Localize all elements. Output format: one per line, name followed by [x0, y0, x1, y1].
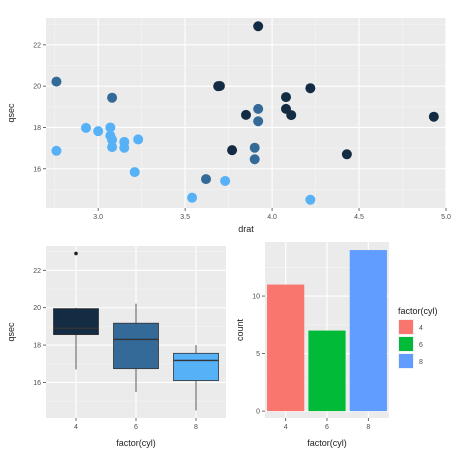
scatter-point: [214, 80, 225, 91]
scatter-x-tick-label: 4.0: [267, 214, 277, 221]
scatter-y-tick-label: 20: [33, 84, 41, 91]
scatter-point: [286, 110, 297, 121]
boxplot-y-tick-label: 16: [33, 380, 41, 387]
bar-y-tick-label: 0: [256, 409, 260, 416]
scatter-point: [93, 126, 104, 137]
boxplot-boxes: [53, 251, 219, 411]
scatter-point: [51, 145, 62, 156]
scatter-y-axis-label: qsec: [6, 103, 16, 123]
bar-4: [267, 284, 305, 412]
scatter-point: [253, 116, 264, 127]
bar-y-tick-label: 10: [252, 294, 260, 301]
boxplot-x-tick-label: 4: [74, 424, 78, 431]
bar-x-axis-label: factor(cyl): [307, 438, 347, 448]
box-outlier: [74, 251, 78, 256]
boxplot-panel: 4 6 8 16 18 20 22 factor(cyl) qsec: [6, 246, 226, 448]
box-4: [53, 251, 99, 370]
box-6: [113, 303, 159, 392]
bar-y-ticks: 0 5 10: [252, 294, 265, 416]
scatter-point: [129, 167, 140, 178]
boxplot-y-tick-label: 20: [33, 305, 41, 312]
box-8: [173, 345, 219, 411]
boxplot-x-axis-label: factor(cyl): [116, 438, 156, 448]
scatter-x-tick-label: 4.5: [354, 214, 364, 221]
bar-x-ticks: 4 6 8: [284, 418, 370, 431]
scatter-x-tick-label: 5.0: [441, 214, 451, 221]
bar-legend-swatch: [399, 354, 413, 368]
bar-6: [308, 330, 346, 412]
bar-panel: 4 6 8 0 5 10 factor(cyl) count factor(cyl) 4…: [235, 242, 438, 448]
scatter-point: [201, 174, 211, 185]
scatter-points: [51, 21, 439, 205]
scatter-point: [220, 175, 231, 186]
bar-8: [349, 250, 387, 412]
scatter-point: [241, 109, 251, 120]
bar-legend-title: factor(cyl): [398, 306, 438, 316]
scatter-y-tick-label: 18: [33, 125, 41, 132]
scatter-y-tick-label: 16: [33, 166, 41, 173]
scatter-point: [51, 76, 62, 87]
scatter-point: [249, 142, 260, 153]
boxplot-x-tick-label: 8: [194, 424, 198, 431]
boxplot-y-tick-label: 18: [33, 343, 41, 350]
scatter-point: [107, 92, 118, 103]
bar-x-tick-label: 4: [284, 424, 288, 431]
scatter-grid: [46, 18, 447, 208]
scatter-point: [107, 134, 118, 145]
scatter-point: [105, 122, 116, 133]
box-body: [173, 352, 219, 382]
bar-legend-swatch: [399, 320, 413, 334]
scatter-point: [253, 103, 264, 114]
scatter-point: [133, 134, 144, 145]
scatter-point: [305, 83, 316, 94]
bar-legend-items: 4 6 8: [398, 319, 423, 369]
scatter-point: [249, 154, 260, 165]
bar-legend-label: 4: [419, 325, 423, 332]
bar-y-tick-label: 5: [256, 351, 260, 358]
scatter-y-tick-label: 22: [33, 42, 41, 49]
scatter-point: [119, 142, 130, 153]
scatter-point: [305, 194, 316, 205]
scatter-point: [428, 111, 439, 122]
boxplot-x-ticks: 4 6 8: [74, 418, 198, 431]
scatter-point: [81, 122, 91, 133]
boxplot-y-axis-label: qsec: [6, 322, 16, 342]
scatter-x-ticks: 3.0 3.5 4.0 4.5 5.0: [93, 208, 451, 221]
boxplot-y-ticks: 16 18 20 22: [33, 268, 46, 387]
bar-x-tick-label: 6: [325, 424, 329, 431]
boxplot-x-tick-label: 6: [134, 424, 138, 431]
scatter-point: [107, 142, 118, 153]
scatter-point: [341, 149, 352, 160]
bar-y-axis-label: count: [235, 318, 245, 341]
scatter-x-axis-label: drat: [238, 224, 254, 234]
boxplot-y-tick-label: 22: [33, 268, 41, 275]
bar-legend-label: 6: [419, 342, 423, 349]
scatter-point: [187, 192, 198, 203]
bar-legend-label: 8: [419, 359, 423, 366]
bar-legend-swatch: [399, 337, 413, 351]
scatter-panel: 3.0 3.5 4.0 4.5 5.0 16 18 20 22 drat qsec: [6, 18, 451, 234]
bar-legend: factor(cyl) 4 6 8: [398, 306, 438, 369]
box-body: [53, 308, 99, 336]
scatter-point: [281, 92, 291, 103]
scatter-x-tick-label: 3.0: [93, 214, 103, 221]
scatter-y-ticks: 16 18 20 22: [33, 42, 46, 173]
bar-x-tick-label: 8: [366, 424, 370, 431]
scatter-point: [253, 21, 264, 32]
box-body: [113, 322, 159, 370]
scatter-point: [227, 145, 238, 156]
scatter-x-tick-label: 3.5: [180, 214, 190, 221]
bar-bars: [267, 250, 387, 412]
